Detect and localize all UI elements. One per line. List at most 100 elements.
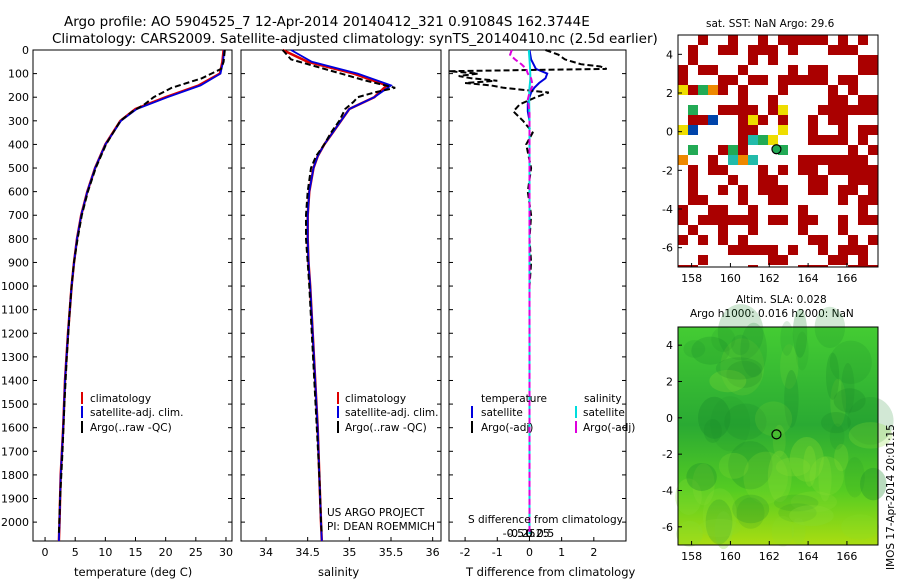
sst-cell <box>778 215 788 225</box>
sla-patch <box>710 396 751 452</box>
sst-cell <box>818 265 828 267</box>
sst-cell <box>858 215 868 225</box>
sst-cell <box>848 235 858 245</box>
sst-cell <box>708 65 718 75</box>
series-argo-raw-qc- <box>281 49 396 534</box>
sst-cell <box>798 205 808 215</box>
sst-cell <box>838 125 848 135</box>
sst-cell <box>728 35 738 45</box>
sla-patch <box>728 441 773 490</box>
sst-cell <box>688 105 698 115</box>
sst-cell <box>858 35 868 45</box>
timestamp-stamp: IMOS 17-Apr-2014 20:01:15 <box>885 424 897 570</box>
legend-temp-argo: Argo(-adj) <box>481 422 533 434</box>
sst-cell <box>768 135 778 145</box>
y-tick-label: -6 <box>662 242 673 255</box>
sst-cell <box>778 195 788 205</box>
sst-cell <box>838 35 848 45</box>
credit-pi: PI: DEAN ROEMMICH <box>327 521 435 533</box>
x-tick-label: 30 <box>219 546 233 559</box>
sla-patch <box>834 443 849 472</box>
sla-patch <box>698 518 741 538</box>
sst-cell <box>818 235 828 245</box>
x-tick-label: 158 <box>681 272 702 285</box>
sst-cell <box>848 265 858 267</box>
sst-cell <box>678 265 688 267</box>
sla-patch <box>820 412 851 434</box>
sst-cell <box>798 155 808 165</box>
sst-cell <box>688 55 698 65</box>
x-tick-label: 158 <box>681 550 702 563</box>
sst-cell <box>868 105 878 115</box>
sst-cell <box>828 155 838 165</box>
y-tick-label: 100 <box>8 68 29 81</box>
x-tick-label: -1 <box>492 546 503 559</box>
salinity-xlabel: salinity <box>318 565 359 579</box>
sst-cell <box>748 135 758 145</box>
sst-cell <box>808 75 818 85</box>
sst-cell <box>768 195 778 205</box>
sst-cell <box>818 245 828 255</box>
sst-cell <box>788 35 798 45</box>
sst-cell <box>828 85 838 95</box>
sla-patch <box>726 360 763 388</box>
temperature-xlabel: temperature (deg C) <box>74 565 192 579</box>
sst-cell <box>838 105 848 115</box>
sst-cell <box>768 245 778 255</box>
sst-cell <box>768 55 778 65</box>
sst-cell <box>738 235 748 245</box>
y-tick-label: 4 <box>666 48 673 61</box>
sla-patch <box>683 340 706 358</box>
sst-cell <box>808 115 818 125</box>
sla-subtitle: Argo h1000: 0.016 h2000: NaN <box>690 308 854 320</box>
sst-cell <box>858 175 868 185</box>
sst-cell <box>718 215 728 225</box>
sla-patch <box>829 340 872 385</box>
sst-cell <box>858 245 868 255</box>
sst-cell <box>868 95 878 105</box>
sst-cell <box>718 205 728 215</box>
sst-cell <box>858 195 868 205</box>
y-tick-label: 300 <box>8 115 29 128</box>
legend-satellite-adj: satellite-adj. clim. <box>345 407 438 419</box>
y-tick-label: 0 <box>22 44 29 57</box>
sst-cell <box>788 75 798 85</box>
y-tick-label: 0 <box>666 412 673 425</box>
legend-sal-header: salinity <box>584 393 622 405</box>
x-tick-label: 20 <box>159 546 173 559</box>
sst-cell <box>858 135 868 145</box>
sst-cell <box>798 265 808 267</box>
sst-cell <box>748 125 758 135</box>
sst-cell <box>768 45 778 55</box>
y-tick-label: 1900 <box>1 493 29 506</box>
sst-cell <box>698 255 708 265</box>
sst-cell <box>828 255 838 265</box>
sst-cell <box>838 75 848 85</box>
sla-patch <box>676 520 703 547</box>
x-tick-label: 25 <box>189 546 203 559</box>
sst-cell <box>758 185 768 195</box>
sst-cell <box>748 55 758 65</box>
sst-cell <box>678 85 688 95</box>
sst-cell <box>738 145 748 155</box>
sst-cell <box>768 175 778 185</box>
sst-cell <box>798 225 808 235</box>
sst-cell <box>718 225 728 235</box>
sst-cell <box>708 205 718 215</box>
sst-cell <box>738 155 748 165</box>
sst-cell <box>768 255 778 265</box>
series-salinity-argo-adj- <box>508 49 534 534</box>
y-tick-label: 800 <box>8 233 29 246</box>
y-tick-label: 1000 <box>1 280 29 293</box>
sst-title: sat. SST: NaN Argo: 29.6 <box>706 18 835 30</box>
sst-cell <box>868 235 878 245</box>
sla-patch <box>795 331 809 371</box>
sst-cell <box>798 165 808 175</box>
sla-patch <box>833 388 866 413</box>
sst-cell <box>778 255 788 265</box>
sla-patch <box>780 321 794 356</box>
sst-cell <box>868 145 878 155</box>
sst-cell <box>848 155 858 165</box>
y-tick-label: 200 <box>8 91 29 104</box>
sst-cell <box>728 45 738 55</box>
